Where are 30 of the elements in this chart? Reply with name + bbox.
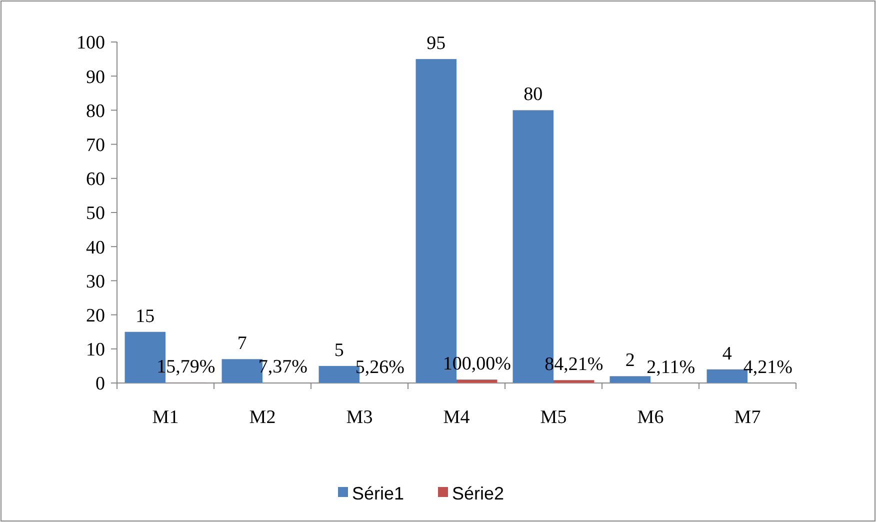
y-tick-label: 60 — [86, 169, 105, 190]
x-tick-label: M6 — [637, 407, 664, 428]
y-tick-label: 10 — [86, 340, 105, 361]
data-label: 4 — [722, 343, 732, 364]
legend-label: Série2 — [452, 483, 504, 504]
data-label: 95 — [426, 33, 446, 54]
data-label: 15 — [136, 306, 155, 327]
data-label: 5 — [334, 340, 344, 361]
x-tick-label: M3 — [346, 407, 373, 428]
x-tick-label: M1 — [152, 407, 179, 428]
y-tick-label: 30 — [86, 271, 105, 292]
data-label: 5,26% — [355, 356, 405, 378]
data-label: 2,11% — [646, 356, 696, 378]
data-label: 7 — [237, 333, 247, 354]
x-tick-label: M7 — [734, 407, 761, 428]
x-tick-label: M5 — [540, 407, 567, 428]
x-tick-label: M4 — [443, 407, 470, 428]
y-tick-label: 90 — [86, 66, 105, 88]
y-tick-label: 50 — [86, 203, 105, 224]
data-label: 80 — [524, 84, 543, 106]
y-tick-label: 80 — [86, 100, 105, 122]
y-tick-label: 70 — [86, 134, 105, 156]
y-tick-label: 20 — [86, 305, 105, 326]
y-tick-label: 40 — [86, 237, 105, 258]
y-tick-label: 100 — [76, 32, 105, 54]
legend-label: Série1 — [352, 483, 404, 504]
x-tick-label: M2 — [249, 407, 276, 428]
data-label: 2 — [625, 350, 635, 372]
data-label: 4,21% — [743, 356, 793, 378]
y-tick-label: 0 — [96, 374, 105, 395]
